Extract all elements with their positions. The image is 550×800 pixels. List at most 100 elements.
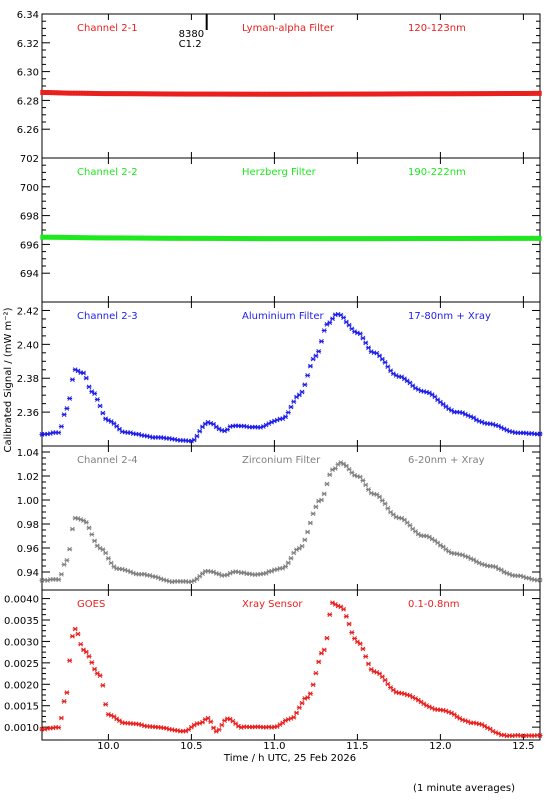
data-point [56, 234, 61, 240]
data-point [167, 91, 171, 97]
data-point [471, 557, 477, 563]
data-point [81, 370, 86, 376]
data-point [333, 236, 337, 242]
data-point [328, 236, 332, 242]
data-point [303, 91, 307, 97]
data-point [103, 550, 109, 556]
data-point [258, 91, 263, 97]
data-point [372, 236, 376, 242]
data-point [493, 564, 499, 570]
data-point [239, 236, 243, 242]
data-point [408, 91, 412, 97]
data-point [299, 700, 305, 706]
data-point [286, 91, 290, 97]
data-point [70, 235, 75, 241]
data-point [471, 235, 476, 241]
data-point [75, 631, 81, 637]
data-point [383, 236, 387, 242]
y-tick-label: 6.32 [17, 39, 39, 50]
data-point [195, 91, 199, 97]
data-point [278, 236, 282, 242]
data-point [245, 236, 249, 242]
x-tick-label: 12.0 [429, 741, 451, 752]
panel-1: 6.26 6.28 6.30 6.32 6.34 Channel 2-1 Lyman-alp… [17, 10, 542, 159]
data-point [278, 91, 282, 97]
data-point [510, 235, 515, 241]
data-point [344, 91, 349, 97]
data-point [513, 235, 517, 241]
data-point [391, 91, 396, 97]
data-point [64, 690, 70, 696]
data-series [40, 89, 542, 97]
data-point [524, 235, 528, 241]
data-point [316, 349, 322, 354]
data-point [236, 91, 241, 97]
data-point [422, 236, 426, 242]
data-point [471, 91, 476, 97]
data-point [222, 235, 227, 241]
data-point [205, 715, 211, 721]
data-point [281, 91, 285, 97]
data-point [211, 725, 217, 731]
data-point [399, 236, 404, 242]
data-point [418, 699, 424, 705]
data-point [377, 91, 382, 97]
x-tick-label: 11.5 [346, 741, 368, 752]
data-point [305, 373, 311, 378]
data-point [67, 546, 73, 552]
data-point [360, 335, 366, 341]
data-point [206, 91, 210, 97]
data-point [90, 90, 94, 96]
data-point [385, 681, 391, 687]
data-point [507, 91, 512, 97]
data-point [441, 91, 445, 97]
data-point [538, 235, 542, 241]
data-point [84, 235, 88, 241]
data-point [228, 235, 232, 241]
data-point [264, 236, 268, 242]
data-point [95, 235, 100, 241]
data-point [225, 91, 230, 97]
data-point [399, 91, 404, 97]
data-point [325, 236, 329, 242]
data-point [269, 236, 274, 242]
data-point [321, 647, 327, 653]
data-point [319, 91, 324, 97]
data-point [299, 543, 305, 549]
data-point [239, 91, 243, 97]
x-axis: 10.0 10.5 11.0 11.5 12.0 12.5 [97, 741, 534, 752]
data-point [264, 91, 268, 97]
data-point [247, 236, 252, 242]
data-point [86, 654, 92, 659]
y-tick-label: 0.96 [17, 544, 39, 555]
data-point [142, 235, 147, 241]
data-point [89, 660, 95, 665]
data-point [45, 234, 50, 240]
data-point [327, 472, 333, 478]
data-point [70, 90, 75, 96]
data-point [291, 550, 297, 556]
event-marker-label-top: 8380 [179, 29, 204, 40]
data-point [291, 714, 297, 720]
data-point [516, 235, 520, 241]
data-point [253, 236, 257, 242]
data-point [341, 315, 347, 321]
data-point [516, 90, 520, 96]
data-point [45, 90, 50, 96]
data-point [310, 511, 316, 517]
footnote-text: (1 minute averages) [413, 783, 515, 794]
data-point [308, 236, 313, 242]
data-point [402, 91, 407, 97]
data-point [192, 235, 196, 241]
data-point [537, 577, 543, 583]
data-point [365, 345, 371, 351]
data-point [198, 235, 202, 241]
data-point [530, 235, 534, 241]
data-point [126, 235, 130, 241]
data-point [106, 91, 111, 97]
data-point [103, 91, 108, 97]
data-point [332, 466, 338, 471]
data-point [361, 91, 365, 97]
data-point [65, 234, 69, 240]
data-point [535, 90, 539, 96]
